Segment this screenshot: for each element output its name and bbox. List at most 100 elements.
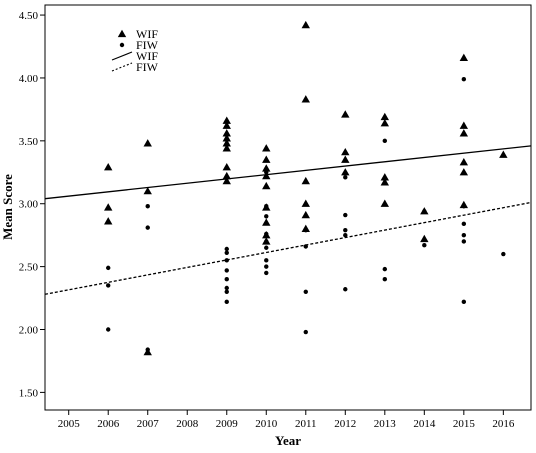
x-tick-label: 2011 bbox=[295, 418, 317, 430]
y-tick-label: 1.50 bbox=[19, 387, 39, 399]
point-wif bbox=[459, 168, 469, 176]
point-wif bbox=[341, 147, 350, 156]
x-axis-title: Year bbox=[275, 433, 301, 448]
point-wif bbox=[380, 173, 390, 181]
point-wif bbox=[459, 121, 469, 129]
legend-label: FIW bbox=[136, 60, 159, 74]
point-fiw bbox=[382, 138, 388, 144]
x-tick-label: 2007 bbox=[137, 418, 160, 430]
point-wif bbox=[222, 129, 231, 137]
point-fiw bbox=[264, 231, 269, 237]
point-wif bbox=[222, 144, 231, 152]
point-wif bbox=[341, 155, 350, 163]
point-wif bbox=[341, 110, 350, 118]
point-fiw bbox=[224, 285, 229, 291]
point-fiw bbox=[343, 227, 348, 233]
plot-frame bbox=[44, 4, 532, 411]
point-fiw bbox=[224, 276, 229, 282]
x-tick-label: 2013 bbox=[374, 418, 397, 430]
point-fiw bbox=[382, 266, 388, 272]
point-wif bbox=[222, 171, 231, 180]
legend-label: FIW bbox=[136, 38, 159, 52]
legend-item: FIW bbox=[111, 60, 159, 74]
point-wif bbox=[222, 176, 231, 185]
point-wif bbox=[301, 210, 310, 219]
point-wif bbox=[499, 150, 508, 158]
legend-item: WIF bbox=[111, 49, 158, 63]
fit-lines bbox=[44, 145, 532, 295]
point-wif bbox=[380, 199, 390, 207]
point-fiw bbox=[461, 221, 467, 227]
point-fiw bbox=[303, 244, 308, 249]
point-wif bbox=[380, 112, 390, 121]
fit-line-wif bbox=[44, 145, 532, 200]
legend-item: WIF bbox=[117, 27, 158, 41]
point-fiw bbox=[224, 246, 229, 252]
plot-area bbox=[44, 4, 532, 411]
point-fiw bbox=[343, 175, 348, 180]
x-axis: 2005 2006 2007 2008 2009 2010 2011 2012 2013 2014… bbox=[58, 410, 515, 430]
point-fiw bbox=[264, 239, 269, 244]
point-fiw bbox=[461, 232, 467, 238]
point-wif bbox=[222, 116, 231, 124]
point-wif bbox=[262, 171, 271, 180]
point-fiw bbox=[145, 204, 150, 209]
legend-label: WIF bbox=[136, 49, 158, 63]
x-tick-label: 2008 bbox=[176, 418, 199, 430]
point-wif bbox=[301, 199, 310, 207]
point-wif bbox=[262, 144, 271, 152]
point-fiw bbox=[461, 77, 467, 82]
y-tick-label: 4.50 bbox=[19, 10, 39, 22]
point-wif bbox=[222, 121, 231, 129]
point-fiw bbox=[264, 264, 269, 269]
point-wif bbox=[459, 129, 469, 137]
point-fiw bbox=[343, 232, 348, 238]
point-fiw bbox=[224, 289, 229, 294]
fit-line-fiw bbox=[44, 201, 532, 295]
point-fiw bbox=[303, 289, 308, 294]
point-fiw bbox=[303, 329, 308, 335]
point-wif bbox=[104, 163, 113, 171]
point-wif bbox=[301, 176, 310, 185]
point-fiw bbox=[461, 239, 467, 244]
legend-item: FIW bbox=[119, 38, 159, 52]
y-tick-label: 3.50 bbox=[19, 136, 39, 148]
point-fiw bbox=[422, 209, 427, 214]
point-fiw bbox=[343, 212, 348, 218]
x-tick-label: 2009 bbox=[216, 418, 239, 430]
point-wif bbox=[222, 139, 231, 147]
legend-line-sample bbox=[111, 62, 133, 72]
point-fiw bbox=[224, 258, 229, 263]
x-tick-label: 2016 bbox=[492, 418, 515, 430]
point-fiw bbox=[461, 299, 467, 305]
point-fiw bbox=[224, 268, 229, 273]
legend-label: WIF bbox=[136, 27, 158, 41]
point-fiw bbox=[343, 287, 348, 292]
point-wif bbox=[262, 164, 271, 172]
point-wif bbox=[222, 163, 231, 171]
point-fiw bbox=[145, 347, 150, 352]
point-fiw bbox=[382, 276, 388, 282]
point-wif bbox=[262, 181, 271, 190]
x-tick-label: 2014 bbox=[413, 418, 436, 430]
x-tick-label: 2006 bbox=[97, 418, 120, 430]
point-fiw bbox=[501, 251, 506, 257]
point-wif bbox=[301, 20, 310, 29]
point-fiw bbox=[264, 204, 269, 209]
point-fiw bbox=[422, 243, 427, 248]
point-wif bbox=[104, 217, 113, 225]
x-tick-label: 2012 bbox=[334, 418, 356, 430]
point-wif bbox=[420, 234, 429, 243]
point-wif bbox=[380, 119, 390, 127]
point-wif bbox=[459, 53, 469, 61]
point-wif bbox=[104, 203, 113, 211]
point-wif bbox=[143, 186, 152, 195]
y-tick-label: 2.50 bbox=[19, 262, 39, 274]
point-fiw bbox=[264, 245, 269, 250]
point-wif bbox=[143, 139, 152, 147]
x-tick-label: 2005 bbox=[58, 418, 81, 430]
y-axis-title: Mean Score bbox=[0, 174, 15, 240]
legend-line-sample bbox=[111, 51, 133, 61]
